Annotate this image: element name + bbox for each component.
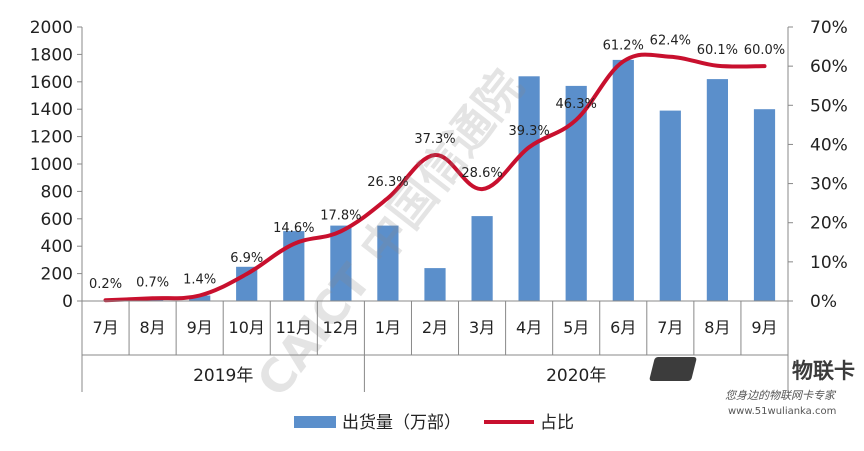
x-tick-label: 10月 [229, 318, 265, 337]
data-label: 61.2% [603, 38, 644, 53]
data-label: 37.3% [414, 132, 455, 147]
legend-swatch-bar [294, 416, 336, 428]
y-left-tick-label: 200 [41, 265, 73, 285]
bar [518, 76, 540, 301]
x-tick-label: 8月 [140, 318, 166, 337]
bar [706, 79, 728, 301]
category-table: 7月 8月 9月 10月 11月 12月 1月 2月 3月 4月 5月 6月 7月 8月 9月 2019年 20… [81, 300, 789, 392]
data-label: 17.8% [320, 208, 361, 223]
year-label: 2020年 [546, 366, 606, 386]
x-tick-label: 8月 [704, 318, 730, 337]
logo-watermark: 51 物联卡 您身边的物联网卡专家 www.51wulianka.com [649, 357, 855, 417]
x-tick-label: 6月 [610, 318, 636, 337]
data-label: 46.3% [556, 97, 597, 112]
y-right-tick-label: 40% [810, 135, 848, 155]
data-label: 0.7% [136, 275, 169, 290]
logo-tagline: 您身边的物联网卡专家 [725, 389, 837, 402]
x-tick-label: 3月 [469, 318, 495, 337]
x-tick-label: 4月 [516, 318, 542, 337]
x-tick-label: 9月 [187, 318, 213, 337]
y-left-tick-label: 1600 [30, 73, 73, 93]
y-left-tick-label: 2000 [30, 18, 73, 38]
bar [189, 295, 211, 301]
bar [424, 268, 446, 301]
y-left-tick-label: 1400 [30, 100, 73, 120]
data-label: 0.2% [89, 277, 122, 292]
x-tick-label: 9月 [751, 318, 777, 337]
bar [330, 225, 352, 301]
y-left-tick-label: 0 [62, 292, 73, 312]
logo-text: 物联卡 [792, 359, 855, 383]
logo-number: 51 [758, 358, 787, 382]
y-right-tick-label: 20% [810, 214, 848, 234]
y-right-tick-label: 0% [810, 292, 837, 312]
share-line [103, 52, 767, 303]
x-tick-label: 2月 [422, 318, 448, 337]
bar [659, 110, 681, 301]
logo-url: www.51wulianka.com [728, 406, 836, 417]
line-series: 0.2% 0.7% 1.4% 6.9% 14.6% 17.8% 26.3% 37.3% 28.6… [89, 34, 785, 303]
y-right-tick-label: 10% [810, 253, 848, 273]
bar-series [94, 59, 776, 302]
x-tick-label: 11月 [276, 318, 312, 337]
data-label: 62.4% [650, 34, 691, 49]
y-right-tick-label: 30% [810, 175, 848, 195]
bar [471, 216, 493, 301]
y-left-tick-label: 1000 [30, 155, 73, 175]
legend-label-bar: 出货量（万部） [342, 413, 461, 433]
y-left-tick-label: 1800 [30, 45, 73, 65]
data-label: 28.6% [461, 166, 502, 181]
logo-badge [649, 357, 697, 381]
y-left-tick-label: 1200 [30, 128, 73, 148]
data-label: 39.3% [508, 124, 549, 139]
data-label: 6.9% [230, 251, 263, 266]
y-right-tick-label: 70% [810, 18, 848, 38]
x-tick-label: 1月 [375, 318, 401, 337]
legend-label-line: 占比 [540, 413, 574, 433]
y-left-tick-label: 600 [41, 210, 73, 230]
axes: 0 200 400 600 800 1000 1200 1400 1600 1800 2000 0% 1… [30, 18, 848, 312]
y-left-tick-label: 400 [41, 237, 73, 257]
data-label: 14.6% [273, 221, 314, 236]
x-tick-label: 7月 [92, 318, 118, 337]
data-label: 60.0% [744, 43, 785, 58]
year-label: 2019年 [193, 366, 253, 386]
data-label: 1.4% [183, 273, 216, 288]
bar [565, 85, 587, 302]
y-right-tick-label: 50% [810, 96, 848, 116]
data-label: 26.3% [367, 175, 408, 190]
data-label: 60.1% [697, 43, 738, 58]
x-tick-label: 5月 [563, 318, 589, 337]
legend: 出货量（万部） 占比 [294, 413, 574, 433]
bar [612, 59, 634, 302]
x-tick-label: 7月 [657, 318, 683, 337]
x-tick-label: 12月 [323, 318, 359, 337]
bar [753, 109, 776, 301]
bar [377, 225, 399, 301]
y-left-tick-label: 800 [41, 182, 73, 202]
y-right-tick-label: 60% [810, 57, 848, 77]
